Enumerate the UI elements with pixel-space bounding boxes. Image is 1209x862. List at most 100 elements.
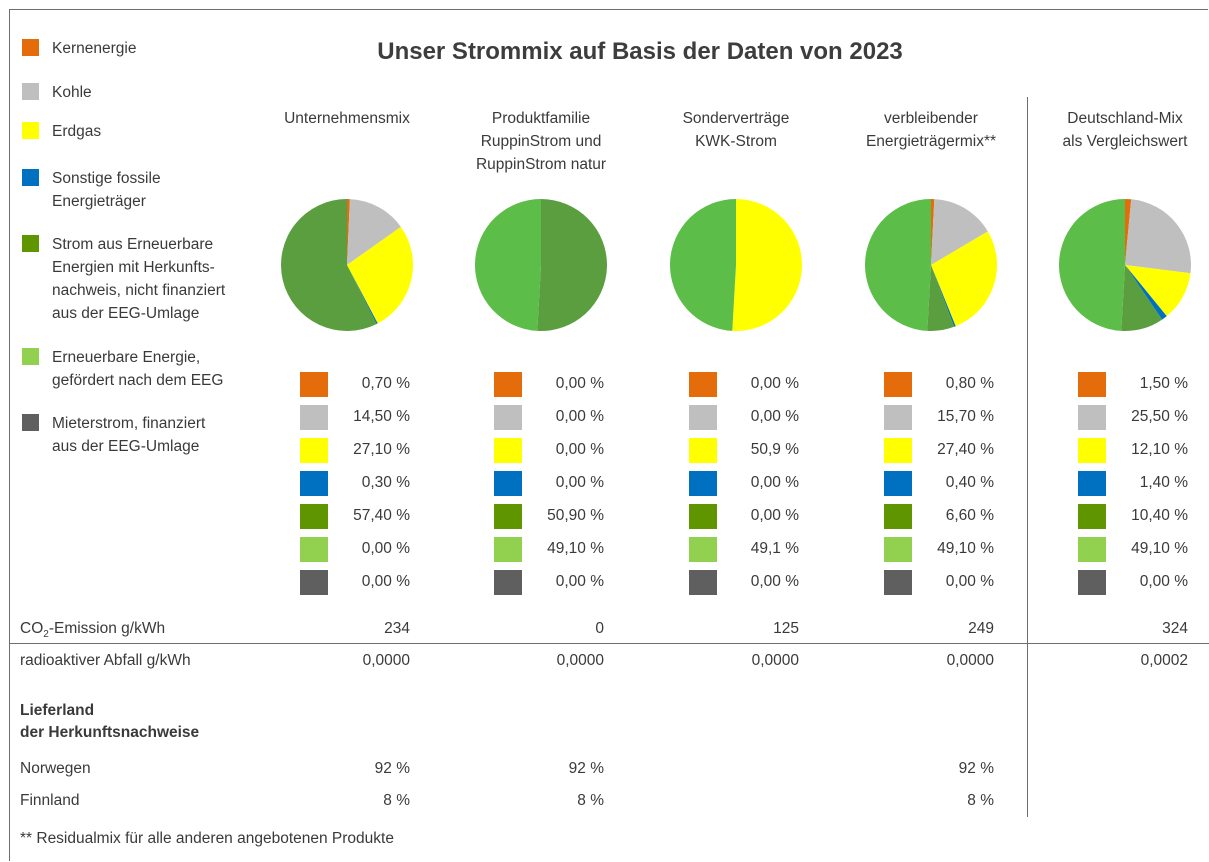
co2-value: 249 <box>968 620 994 637</box>
value-label: 0,00 % <box>555 375 604 392</box>
value-label: 49,1 % <box>750 540 799 557</box>
value-swatch <box>689 372 717 397</box>
value-label: 0,00 % <box>555 573 604 590</box>
value-label: 0,30 % <box>361 474 410 491</box>
value-swatch <box>1078 471 1106 496</box>
pie-slice <box>864 199 931 331</box>
column-header: Sonderverträge KWK-Strom <box>682 110 790 150</box>
value-swatch <box>300 405 328 430</box>
value-label: 27,40 % <box>937 441 994 458</box>
value-label: 50,90 % <box>547 507 604 524</box>
legend-swatch <box>22 348 39 365</box>
legend-swatch <box>22 83 39 100</box>
value-swatch <box>689 570 717 595</box>
chart-title: Unser Strommix auf Basis der Daten von 2… <box>377 38 903 65</box>
pie-slice <box>474 199 541 331</box>
value-swatch <box>300 504 328 529</box>
legend-swatch <box>22 169 39 186</box>
pie-slice <box>347 199 401 265</box>
legend-label: Strom aus Erneuerbare Energien mit Herkun… <box>52 236 226 322</box>
value-swatch <box>1078 537 1106 562</box>
value-swatch <box>884 405 912 430</box>
value-label: 0,00 % <box>945 573 994 590</box>
column-header: Unternehmensmix <box>284 110 410 127</box>
pie-slice <box>1125 265 1167 320</box>
value-label: 6,60 % <box>945 507 994 524</box>
value-swatch <box>300 438 328 463</box>
pie-slice <box>927 265 955 331</box>
value-label: 0,00 % <box>555 408 604 425</box>
pie-chart <box>474 199 607 331</box>
value-label: 1,50 % <box>1139 375 1188 392</box>
finnland-value: 8 % <box>383 792 410 809</box>
value-swatch <box>1078 372 1106 397</box>
value-swatch <box>689 405 717 430</box>
legend-label: Mieterstrom, finanziert aus der EEG-Umlag… <box>52 415 206 455</box>
pie-slice <box>347 265 378 324</box>
pie-slice <box>347 199 350 265</box>
value-label: 1,40 % <box>1139 474 1188 491</box>
value-label: 0,00 % <box>750 375 799 392</box>
legend-swatch <box>22 122 39 139</box>
abfall-value: 0,0002 <box>1140 652 1188 669</box>
value-label: 0,00 % <box>555 474 604 491</box>
value-label: 0,00 % <box>750 408 799 425</box>
value-swatch <box>1078 438 1106 463</box>
co2-value: 0 <box>595 620 604 637</box>
value-swatch <box>494 405 522 430</box>
legend-label: Kernenergie <box>52 40 137 57</box>
value-label: 0,40 % <box>945 474 994 491</box>
pie-slice <box>281 199 377 331</box>
abfall-value: 0,0000 <box>556 652 604 669</box>
abfall-label: radioaktiver Abfall g/kWh <box>20 652 191 669</box>
pie-slice <box>347 226 413 324</box>
pie-slice <box>732 199 802 331</box>
value-swatch <box>884 504 912 529</box>
value-swatch <box>1078 504 1106 529</box>
finnland-label: Finnland <box>20 792 80 809</box>
value-swatch <box>300 537 328 562</box>
value-label: 49,10 % <box>1131 540 1188 557</box>
value-label: 0,00 % <box>750 474 799 491</box>
value-label: 50,9 % <box>750 441 799 458</box>
finnland-value: 8 % <box>577 792 604 809</box>
value-label: 25,50 % <box>1131 408 1188 425</box>
pie-slice <box>931 231 997 327</box>
pie-slice <box>537 199 607 331</box>
value-swatch <box>884 438 912 463</box>
value-label: 0,70 % <box>361 375 410 392</box>
value-swatch <box>494 438 522 463</box>
pie-slice <box>1121 265 1163 331</box>
value-label: 0,00 % <box>750 507 799 524</box>
lieferland-label-2: der Herkunftsnachweise <box>20 724 200 741</box>
pie-slice <box>931 199 988 265</box>
finnland-value: 8 % <box>967 792 994 809</box>
legend-label: Erneuerbare Energie, gefördert nach dem E… <box>52 349 224 389</box>
value-swatch <box>689 504 717 529</box>
value-swatch <box>884 471 912 496</box>
pie-chart <box>864 199 997 331</box>
legend-swatch <box>22 39 39 56</box>
value-label: 12,10 % <box>1131 441 1188 458</box>
value-swatch <box>1078 405 1106 430</box>
value-label: 49,10 % <box>547 540 604 557</box>
value-swatch <box>494 471 522 496</box>
footnote: ** Residualmix für alle anderen angebote… <box>20 830 394 847</box>
abfall-value: 0,0000 <box>946 652 994 669</box>
co2-value: 234 <box>384 620 410 637</box>
value-swatch <box>300 372 328 397</box>
value-label: 0,00 % <box>361 540 410 557</box>
value-label: 0,00 % <box>555 441 604 458</box>
value-swatch <box>1078 570 1106 595</box>
value-swatch <box>884 372 912 397</box>
pie-slice <box>1125 199 1132 265</box>
column-header: Deutschland-Mix als Vergleichswert <box>1062 110 1188 150</box>
value-label: 14,50 % <box>353 408 410 425</box>
value-swatch <box>494 570 522 595</box>
lieferland-label-1: Lieferland <box>20 702 95 719</box>
pie-chart <box>669 199 802 331</box>
norwegen-label: Norwegen <box>20 760 91 777</box>
norwegen-value: 92 % <box>374 760 410 777</box>
legend-swatch <box>22 235 39 252</box>
norwegen-value: 92 % <box>958 760 994 777</box>
